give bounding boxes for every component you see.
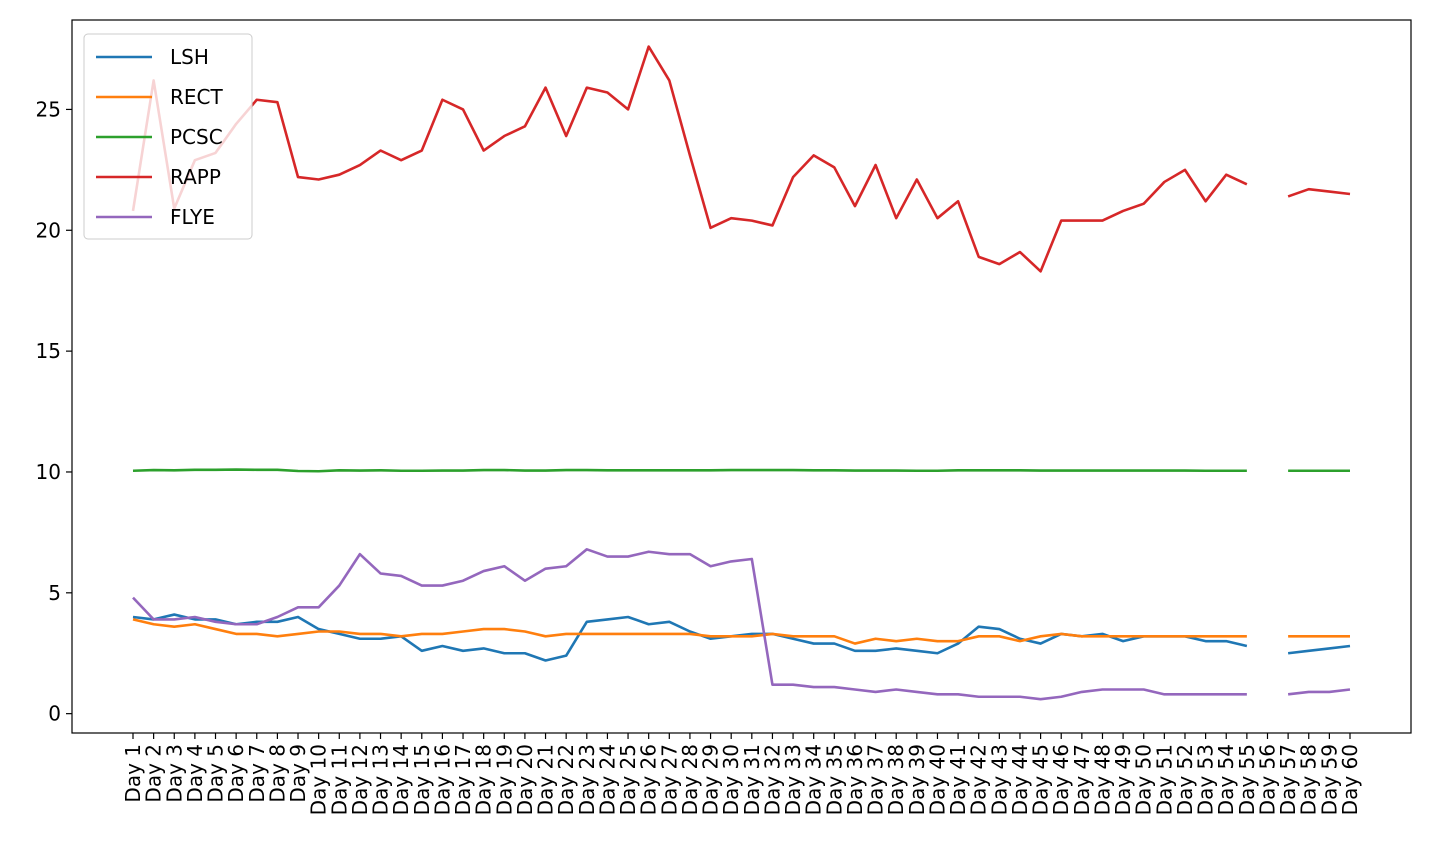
x-tick-label: Day 3 (162, 744, 186, 803)
x-tick-label: Day 54 (1214, 744, 1238, 815)
x-tick-label: Day 53 (1194, 744, 1218, 815)
x-tick-label: Day 27 (657, 744, 681, 815)
series-line-rapp (131, 45, 1351, 273)
x-tick-label: Day 16 (430, 744, 454, 815)
x-tick-label: Day 2 (142, 744, 166, 803)
x-tick-label: Day 58 (1297, 744, 1321, 815)
x-tick-label: Day 19 (492, 744, 516, 815)
x-tick-label: Day 34 (802, 744, 826, 815)
legend-label: PCSC (170, 125, 223, 149)
x-tick-label: Day 22 (554, 744, 578, 815)
series-lines (131, 45, 1351, 701)
x-tick-label: Day 48 (1090, 744, 1114, 815)
x-tick-label: Day 36 (843, 744, 867, 815)
x-tick-label: Day 7 (245, 744, 269, 803)
y-tick-label: 0 (48, 702, 61, 726)
x-tick-label: Day 25 (616, 744, 640, 815)
x-tick-label: Day 39 (905, 744, 929, 815)
legend-label: FLYE (170, 205, 215, 229)
y-tick-label: 10 (36, 460, 61, 484)
x-tick-label: Day 28 (678, 744, 702, 815)
x-tick-label: Day 57 (1276, 744, 1300, 815)
x-tick-label: Day 9 (286, 744, 310, 803)
x-tick-label: Day 35 (822, 744, 846, 815)
x-tick-label: Day 8 (265, 744, 289, 803)
legend-label: RECT (170, 85, 223, 109)
y-tick-label: 15 (36, 339, 61, 363)
legend-label: LSH (170, 45, 209, 69)
x-tick-label: Day 26 (637, 744, 661, 815)
x-tick-label: Day 60 (1338, 744, 1362, 815)
x-tick-label: Day 18 (472, 744, 496, 815)
x-tick-label: Day 49 (1111, 744, 1135, 815)
x-tick-label: Day 14 (389, 744, 413, 815)
y-axis: 0 5 10 15 20 25 (36, 97, 72, 726)
y-tick-label: 5 (48, 581, 61, 605)
x-tick-label: Day 32 (760, 744, 784, 815)
x-tick-label: Day 43 (987, 744, 1011, 815)
x-tick-label: Day 59 (1317, 744, 1341, 815)
x-tick-label: Day 30 (719, 744, 743, 815)
x-tick-label: Day 44 (1008, 744, 1032, 815)
x-tick-label: Day 47 (1070, 744, 1094, 815)
x-tick-label: Day 56 (1255, 744, 1279, 815)
legend: LSH RECT PCSC RAPP FLYE (83, 33, 253, 240)
x-tick-label: Day 45 (1029, 744, 1053, 815)
x-tick-label: Day 20 (513, 744, 537, 815)
x-tick-label: Day 4 (183, 744, 207, 803)
x-tick-label: Day 5 (204, 744, 228, 803)
x-tick-label: Day 17 (451, 744, 475, 815)
series-line-rect (132, 618, 1350, 645)
x-tick-label: Day 41 (946, 744, 970, 815)
x-tick-label: Day 10 (307, 744, 331, 815)
x-tick-label: Day 37 (864, 744, 888, 815)
x-tick-label: Day 40 (925, 744, 949, 815)
x-tick-label: Day 1 (121, 744, 145, 803)
x-tick-label: Day 55 (1235, 744, 1259, 815)
x-tick-label: Day 23 (575, 744, 599, 815)
y-tick-label: 20 (36, 218, 61, 242)
x-tick-label: Day 12 (348, 744, 372, 815)
x-tick-label: Day 42 (967, 744, 991, 815)
x-tick-label: Day 33 (781, 744, 805, 815)
x-tick-label: Day 50 (1132, 744, 1156, 815)
x-tick-label: Day 31 (740, 744, 764, 815)
x-tick-label: Day 15 (410, 744, 434, 815)
x-tick-label: Day 24 (595, 744, 619, 815)
x-tick-label: Day 51 (1152, 744, 1176, 815)
x-tick-label: Day 29 (699, 744, 723, 815)
x-tick-label: Day 21 (534, 744, 558, 815)
x-tick-label: Day 38 (884, 744, 908, 815)
series-line-flye (132, 548, 1351, 701)
y-tick-label: 25 (36, 97, 61, 121)
legend-label: RAPP (170, 165, 221, 189)
x-tick-label: Day 46 (1049, 744, 1073, 815)
series-line-pcsc (132, 468, 1350, 473)
legend-box (83, 33, 253, 240)
x-tick-label: Day 6 (224, 744, 248, 803)
x-tick-label: Day 11 (327, 744, 351, 815)
x-tick-label: Day 13 (369, 744, 393, 815)
x-tick-label: Day 52 (1173, 744, 1197, 815)
plot-frame (71, 19, 1412, 734)
